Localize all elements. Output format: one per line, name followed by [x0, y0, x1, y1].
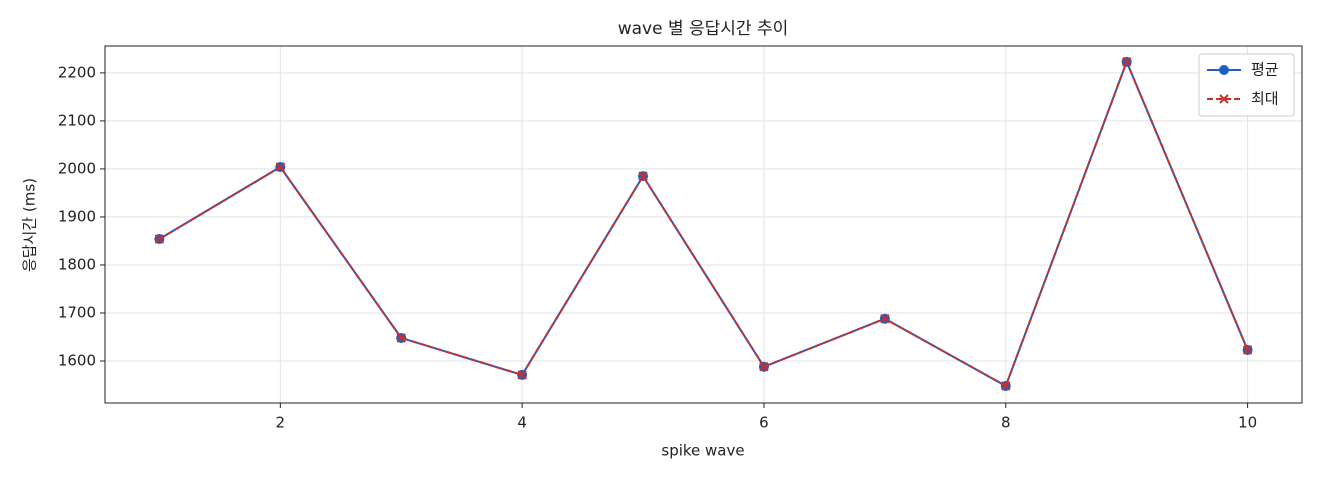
- point: [880, 314, 890, 324]
- y-tick-label: 1600: [58, 351, 96, 369]
- y-tick-label: 2000: [58, 159, 96, 177]
- point: [1219, 94, 1229, 104]
- point: [154, 234, 165, 244]
- point: [1001, 381, 1011, 391]
- legend-box: [1198, 53, 1295, 117]
- legend-label: 최대: [1251, 90, 1279, 108]
- legend-label: 평균: [1251, 61, 1279, 79]
- point: [275, 162, 286, 172]
- point: [1121, 57, 1132, 67]
- point: [1242, 345, 1253, 355]
- plot-frame: [104, 45, 1303, 404]
- chart-title: wave 별 응답시간 추이: [618, 19, 789, 39]
- series-line: [158, 59, 1249, 388]
- x-axis-label: spike wave: [661, 442, 744, 460]
- y-axis-label: 응답시간 (ms): [21, 178, 39, 272]
- x-tick-label: 2: [276, 414, 286, 432]
- y-tick-label: 2100: [58, 111, 96, 129]
- x-tick-label: 10: [1238, 414, 1257, 432]
- point: [396, 333, 406, 343]
- point: [638, 171, 648, 181]
- point: [1219, 65, 1229, 75]
- point: [517, 370, 527, 380]
- x-tick-label: 4: [517, 414, 527, 432]
- y-tick-label: 1900: [58, 207, 96, 225]
- y-tick-label: 1700: [58, 303, 96, 321]
- x-tick-label: 6: [759, 414, 769, 432]
- point: [759, 362, 769, 372]
- y-tick-label: 1800: [58, 255, 96, 273]
- x-tick-label: 8: [1001, 414, 1011, 432]
- y-tick-label: 2200: [58, 63, 96, 81]
- series-line: [158, 59, 1249, 388]
